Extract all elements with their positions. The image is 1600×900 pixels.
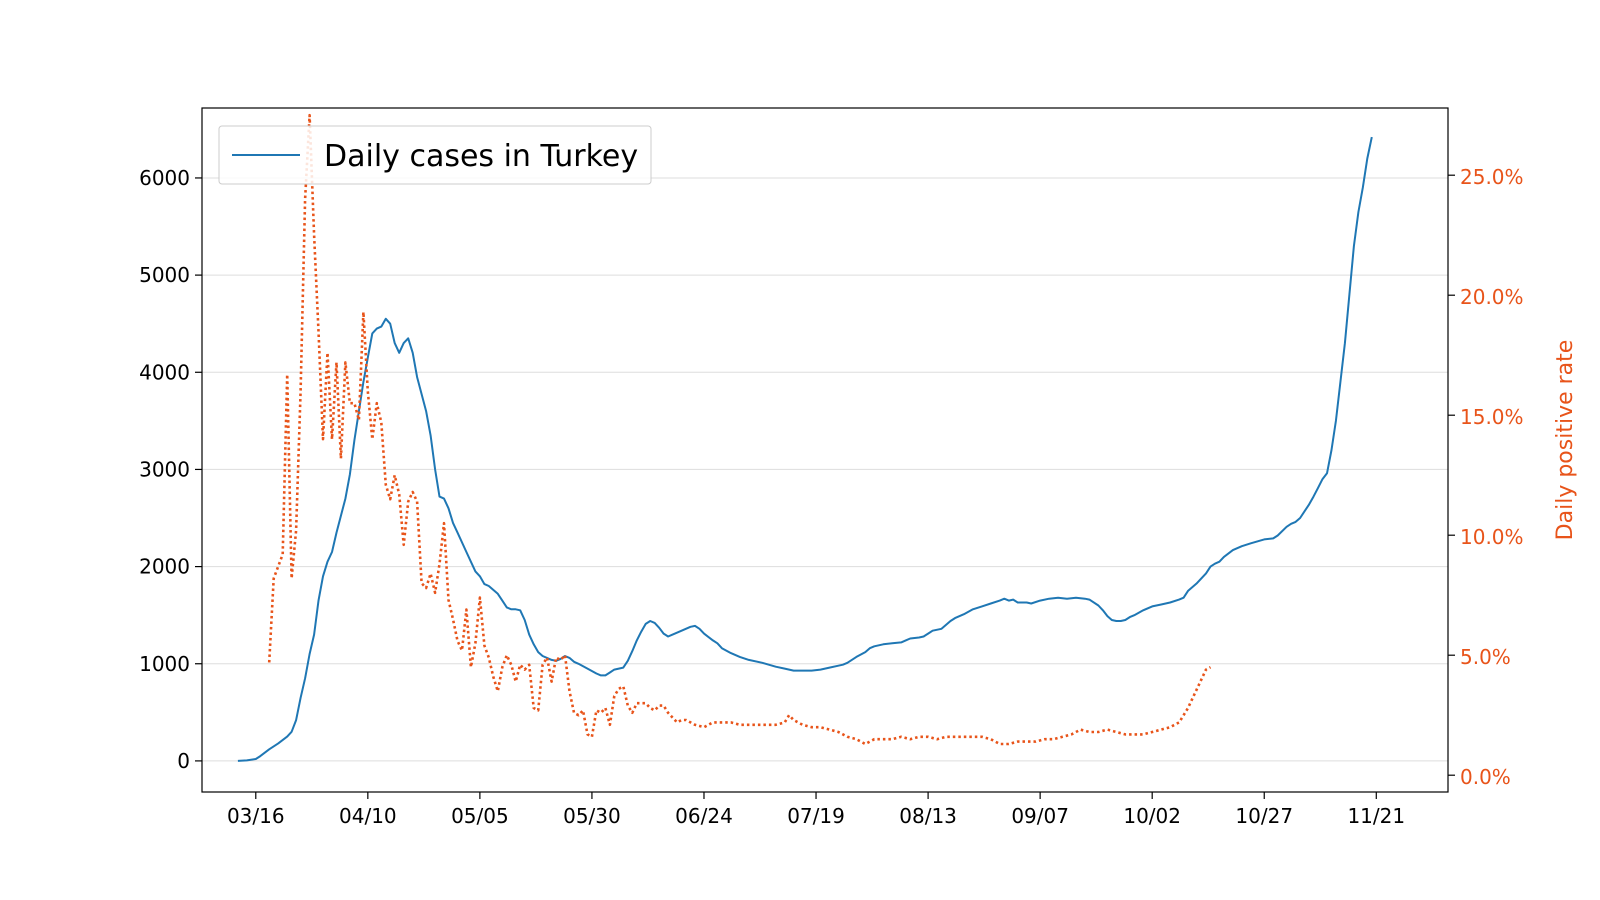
y2-tick-label-2: 10.0% xyxy=(1460,525,1524,549)
y-tick-label-5: 5000 xyxy=(139,263,190,287)
y-tick-label-1: 1000 xyxy=(139,652,190,676)
y2-tick-label-4: 20.0% xyxy=(1460,285,1524,309)
y2-axis-label: Daily positive rate xyxy=(1553,340,1578,541)
x-tick-label-6: 08/13 xyxy=(899,804,957,828)
x-tick-label-3: 05/30 xyxy=(563,804,621,828)
y2-tick-label-0: 0.0% xyxy=(1460,765,1511,789)
y2-tick-label-1: 5.0% xyxy=(1460,645,1511,669)
y-tick-label-6: 6000 xyxy=(139,166,190,190)
y2-tick-label-5: 25.0% xyxy=(1460,165,1524,189)
y-axis-left: 0 1000 2000 3000 4000 5000 6000 xyxy=(139,166,202,773)
x-tick-label-5: 07/19 xyxy=(787,804,845,828)
x-tick-label-4: 06/24 xyxy=(675,804,733,828)
legend-label-daily-cases: Daily cases in Turkey xyxy=(324,139,638,174)
y-tick-label-2: 2000 xyxy=(139,555,190,579)
x-tick-label-2: 05/05 xyxy=(451,804,509,828)
y2-tick-label-3: 15.0% xyxy=(1460,405,1524,429)
y-tick-label-3: 3000 xyxy=(139,457,190,481)
gridlines xyxy=(202,177,1448,762)
x-tick-label-9: 10/27 xyxy=(1235,804,1293,828)
series-daily-positive-rate xyxy=(267,113,1212,746)
x-tick-label-8: 10/02 xyxy=(1123,804,1181,828)
x-tick-label-7: 09/07 xyxy=(1011,804,1069,828)
legend: Daily cases in Turkey xyxy=(218,125,652,185)
x-tick-label-1: 04/10 xyxy=(339,804,397,828)
plot-frame xyxy=(201,107,1449,793)
x-axis: 03/16 04/10 05/05 05/30 06/24 07/19 08/13 09/07… xyxy=(227,792,1405,828)
y-tick-label-4: 4000 xyxy=(139,360,190,384)
legend-box xyxy=(218,125,652,185)
line-daily-positive-rate xyxy=(267,113,1212,746)
y-tick-label-0: 0 xyxy=(177,749,190,773)
line-daily-cases xyxy=(237,136,1373,762)
series-daily-cases xyxy=(237,136,1373,762)
y-axis-right: 0.0% 5.0% 10.0% 15.0% 20.0% 25.0% xyxy=(1448,165,1524,789)
x-tick-label-0: 03/16 xyxy=(227,804,285,828)
x-tick-label-10: 11/21 xyxy=(1347,804,1405,828)
